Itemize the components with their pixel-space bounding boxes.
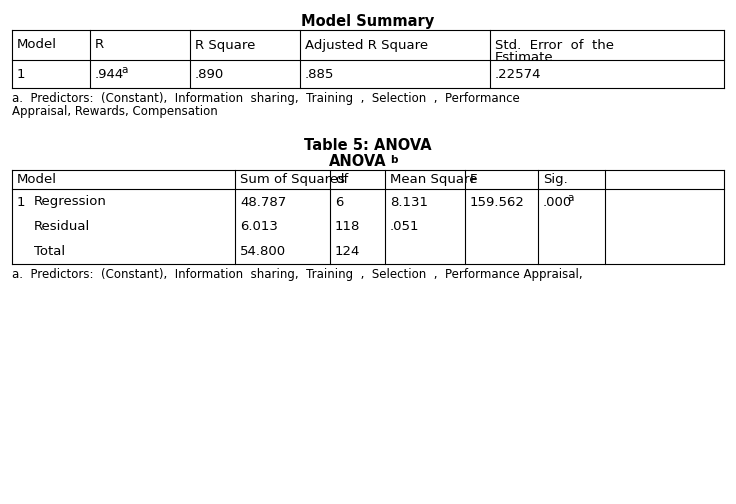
Text: Adjusted R Square: Adjusted R Square [305,38,428,51]
Text: Model: Model [17,38,57,51]
Text: ANOVA: ANOVA [329,154,387,169]
Text: b: b [390,155,397,165]
Text: .885: .885 [305,68,334,81]
Text: F: F [470,173,478,186]
Text: 6: 6 [335,196,344,209]
Text: Sig.: Sig. [543,173,567,186]
Text: 48.787: 48.787 [240,196,286,209]
Text: Mean Square: Mean Square [390,173,478,186]
Text: Estimate: Estimate [495,51,553,64]
Text: a.  Predictors:  (Constant),  Information  sharing,  Training  ,  Selection  ,  : a. Predictors: (Constant), Information s… [12,92,520,105]
Text: a: a [121,65,127,75]
Text: 54.800: 54.800 [240,245,286,258]
Text: .051: .051 [390,221,420,233]
Text: Regression: Regression [34,196,107,209]
Text: .000: .000 [543,196,573,209]
Text: R Square: R Square [195,38,255,51]
Text: 124: 124 [335,245,361,258]
Text: Total: Total [34,245,65,258]
Text: Std.  Error  of  the: Std. Error of the [495,39,614,52]
Text: Model Summary: Model Summary [301,14,435,29]
Text: Residual: Residual [34,221,91,233]
Text: .22574: .22574 [495,68,542,81]
Text: R: R [95,38,104,51]
Text: a.  Predictors:  (Constant),  Information  sharing,  Training  ,  Selection  ,  : a. Predictors: (Constant), Information s… [12,268,583,281]
Text: Appraisal, Rewards, Compensation: Appraisal, Rewards, Compensation [12,105,218,118]
Text: 118: 118 [335,221,361,233]
Text: 159.562: 159.562 [470,196,525,209]
Text: .890: .890 [195,68,224,81]
Text: a: a [567,193,573,203]
Text: Table 5: ANOVA: Table 5: ANOVA [304,138,432,153]
Text: Sum of Squares: Sum of Squares [240,173,345,186]
Text: 8.131: 8.131 [390,196,428,209]
Text: Model: Model [17,173,57,186]
Text: 6.013: 6.013 [240,221,278,233]
Text: .944: .944 [95,68,124,81]
Text: 1: 1 [17,196,26,209]
Text: 1: 1 [17,68,26,81]
Text: df: df [335,173,348,186]
